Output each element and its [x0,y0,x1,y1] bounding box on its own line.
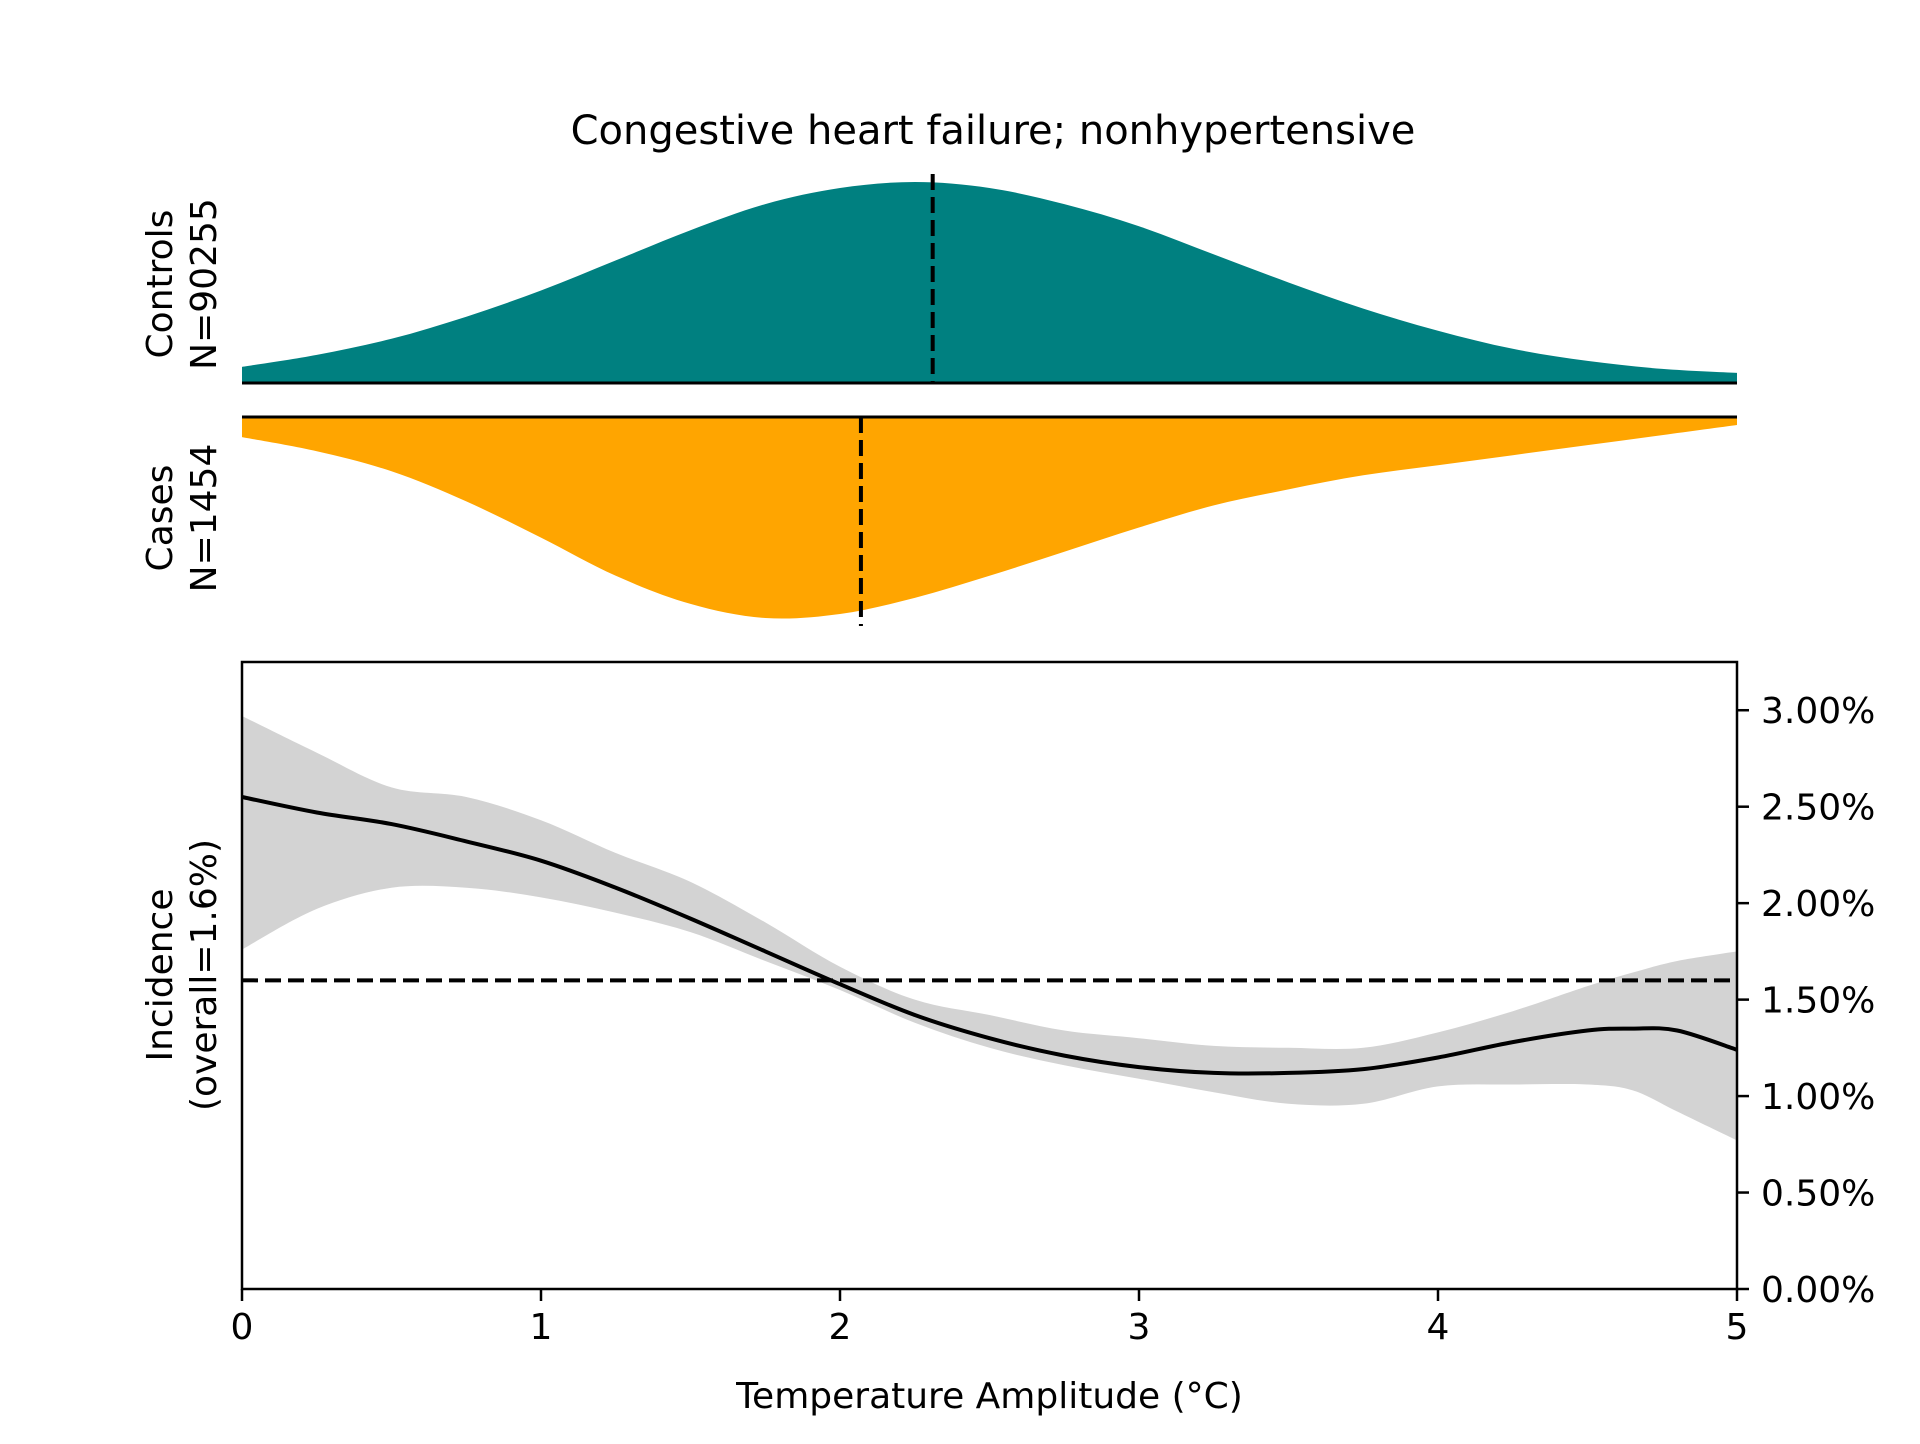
x-tick-label: 3 [1128,1307,1151,1348]
x-tick-label: 2 [829,1307,852,1348]
incidence-curve [241,795,1738,1076]
x-axis: 0 1 2 3 4 5 [231,1289,1749,1348]
y-tick-label: 1.00% [1761,1077,1875,1118]
x-axis-label: Temperature Amplitude (°C) [735,1376,1243,1417]
y-tick-label: 2.00% [1761,884,1875,925]
y-tick-label: 0.50% [1761,1174,1875,1215]
x-tick-label: 0 [231,1307,254,1348]
y-axis-label: Incidence(overall=1.6%) [140,839,225,1111]
cases-density-area [242,417,1737,619]
x-tick-label: 4 [1427,1307,1450,1348]
cases-label: CasesN=1454 [140,444,225,593]
y-tick-label: 1.50% [1761,981,1875,1022]
chart-title: Congestive heart failure; nonhypertensiv… [571,108,1416,154]
y-tick-label: 2.50% [1761,788,1875,829]
y-axis: 0.00% 0.50% 1.00% 1.50% 2.00% 2.50% 3.00% [1737,691,1875,1311]
y-tick-label: 0.00% [1761,1270,1875,1311]
plot-frame [240,660,1739,1291]
controls-label: ControlsN=90255 [140,198,225,370]
y-tick-label: 3.00% [1761,691,1875,732]
controls-density-panel: ControlsN=90255 [140,174,1737,385]
x-tick-label: 5 [1726,1307,1749,1348]
controls-density-area [242,182,1737,383]
cases-density-panel: CasesN=1454 [140,415,1737,626]
incidence-plot: 0 1 2 3 4 5 0.00% 0.50% 1.00% 1.50% 2.00% 2.50% 3.0… [140,660,1875,1417]
x-tick-label: 1 [530,1307,553,1348]
